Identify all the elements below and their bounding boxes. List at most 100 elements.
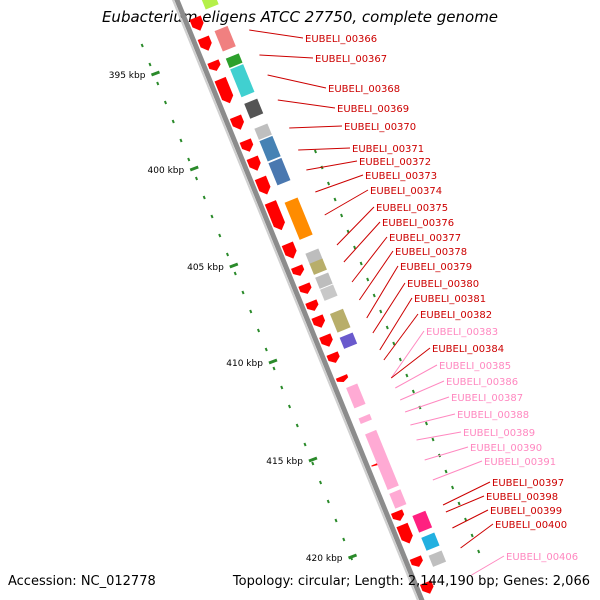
cog-feature-block[interactable] [309, 258, 327, 275]
gene-arrow[interactable] [291, 264, 306, 278]
gene-arrow[interactable] [419, 580, 436, 596]
ruler-dot [366, 277, 370, 282]
gene-label[interactable]: EUBELI_00383 [426, 327, 498, 338]
cog-feature-block[interactable] [320, 284, 338, 301]
cog-feature-block[interactable] [259, 135, 281, 162]
gene-label[interactable]: EUBELI_00388 [457, 410, 529, 421]
ruler-dot [233, 271, 237, 276]
gene-label[interactable]: EUBELI_00377 [389, 233, 461, 244]
cog-feature-block[interactable] [254, 123, 272, 140]
cog-feature-block[interactable] [315, 272, 333, 289]
ruler-dot [385, 325, 389, 330]
cog-feature-block[interactable] [329, 308, 351, 333]
ruler-dot [179, 138, 183, 143]
cog-feature-block[interactable] [339, 332, 358, 349]
gene-label[interactable]: EUBELI_00367 [315, 54, 387, 65]
gene-leader-line [315, 174, 364, 193]
gene-arrow[interactable] [239, 138, 256, 154]
gene-label[interactable]: EUBELI_00385 [439, 361, 511, 372]
gene-arrow[interactable] [246, 155, 263, 172]
gene-arrow[interactable] [311, 314, 327, 330]
cog-feature-block[interactable] [197, 0, 219, 10]
gene-label[interactable]: EUBELI_00374 [370, 186, 442, 197]
ruler-dot [171, 119, 175, 124]
pseudogene-block[interactable] [365, 429, 399, 490]
gene-arrow[interactable] [214, 76, 236, 106]
gene-arrow[interactable] [189, 15, 205, 32]
cog-feature-block[interactable] [412, 510, 433, 533]
gene-arrow[interactable] [298, 282, 313, 296]
gene-label[interactable]: EUBELI_00390 [470, 443, 542, 454]
gene-leader-line [277, 99, 336, 109]
gene-label[interactable]: EUBELI_00381 [414, 294, 486, 305]
gene-arrow[interactable] [281, 241, 299, 261]
cog-feature-block[interactable] [421, 532, 440, 551]
ruler-dot [353, 245, 357, 250]
gene-label[interactable]: EUBELI_00384 [432, 344, 504, 355]
gene-label[interactable]: EUBELI_00379 [400, 262, 472, 273]
pseudogene-block[interactable] [346, 383, 366, 409]
gene-label[interactable]: EUBELI_00380 [407, 279, 479, 290]
ruler-dot [241, 290, 245, 295]
gene-label[interactable]: EUBELI_00387 [451, 393, 523, 404]
gene-arrow[interactable] [229, 114, 246, 131]
gene-arrow[interactable] [396, 522, 415, 546]
gene-label[interactable]: EUBELI_00399 [490, 506, 562, 517]
gene-label[interactable]: EUBELI_00372 [359, 157, 431, 168]
gene-label[interactable]: EUBELI_00370 [344, 122, 416, 133]
gene-label[interactable]: EUBELI_00376 [382, 218, 454, 229]
gene-label[interactable]: EUBELI_00373 [365, 171, 437, 182]
ruler-dot [313, 149, 318, 154]
ruler-dot [359, 261, 363, 266]
gene-leader-line [379, 297, 413, 351]
gene-arrow[interactable] [254, 175, 273, 197]
ruler-dot [194, 176, 199, 181]
gene-arrow[interactable] [207, 59, 222, 73]
pseudogene-block[interactable] [389, 489, 407, 509]
cog-feature-block[interactable] [284, 197, 313, 240]
cog-feature-block[interactable] [214, 25, 236, 52]
gene-label[interactable]: EUBELI_00378 [395, 247, 467, 258]
gene-label[interactable]: EUBELI_00382 [420, 310, 492, 321]
pseudogene-block[interactable] [358, 413, 372, 425]
gene-arrow[interactable] [335, 374, 349, 384]
gene-label[interactable]: EUBELI_00397 [492, 478, 564, 489]
gene-label[interactable]: EUBELI_00368 [328, 84, 400, 95]
ruler-dot [311, 461, 315, 466]
gene-label[interactable]: EUBELI_00375 [376, 203, 448, 214]
gene-label[interactable]: EUBELI_00386 [446, 377, 518, 388]
kbp-major-tick [308, 456, 318, 463]
kbp-major-tick [150, 70, 160, 77]
gene-label[interactable]: EUBELI_00391 [484, 457, 556, 468]
gene-arrow[interactable] [319, 333, 335, 349]
gene-label[interactable]: EUBELI_00398 [486, 492, 558, 503]
gene-label[interactable]: EUBELI_00366 [305, 34, 377, 45]
kbp-tick-label: 395 kbp [109, 71, 146, 81]
gene-label[interactable]: EUBELI_00369 [337, 104, 409, 115]
ruler-dot [249, 309, 253, 314]
gene-arrow[interactable] [326, 351, 342, 365]
ruler-dot [163, 100, 168, 105]
cog-feature-block[interactable] [268, 157, 291, 186]
ruler-dot [264, 347, 268, 352]
gene-arrow[interactable] [264, 200, 287, 232]
gene-arrow[interactable] [390, 509, 406, 523]
cog-feature-block[interactable] [244, 98, 264, 119]
cog-feature-block[interactable] [428, 550, 447, 567]
gene-label[interactable]: EUBELI_00371 [352, 144, 424, 155]
cog-feature-block[interactable] [225, 53, 243, 68]
ruler-dot [202, 195, 206, 200]
gene-arrow[interactable] [305, 299, 320, 313]
gene-leader-line [432, 460, 483, 481]
gene-label[interactable]: EUBELI_00400 [495, 520, 567, 531]
gene-label[interactable]: EUBELI_00406 [506, 552, 578, 563]
ruler-dot [318, 480, 323, 485]
gene-leader-line [267, 74, 327, 89]
gene-label[interactable]: EUBELI_00389 [463, 428, 535, 439]
gene-arrow[interactable] [197, 35, 214, 52]
ruler-dot [444, 469, 448, 474]
cog-feature-block[interactable] [230, 64, 255, 98]
gene-leader-line [460, 523, 494, 549]
ruler-dot [392, 341, 396, 346]
gene-arrow[interactable] [409, 555, 425, 569]
